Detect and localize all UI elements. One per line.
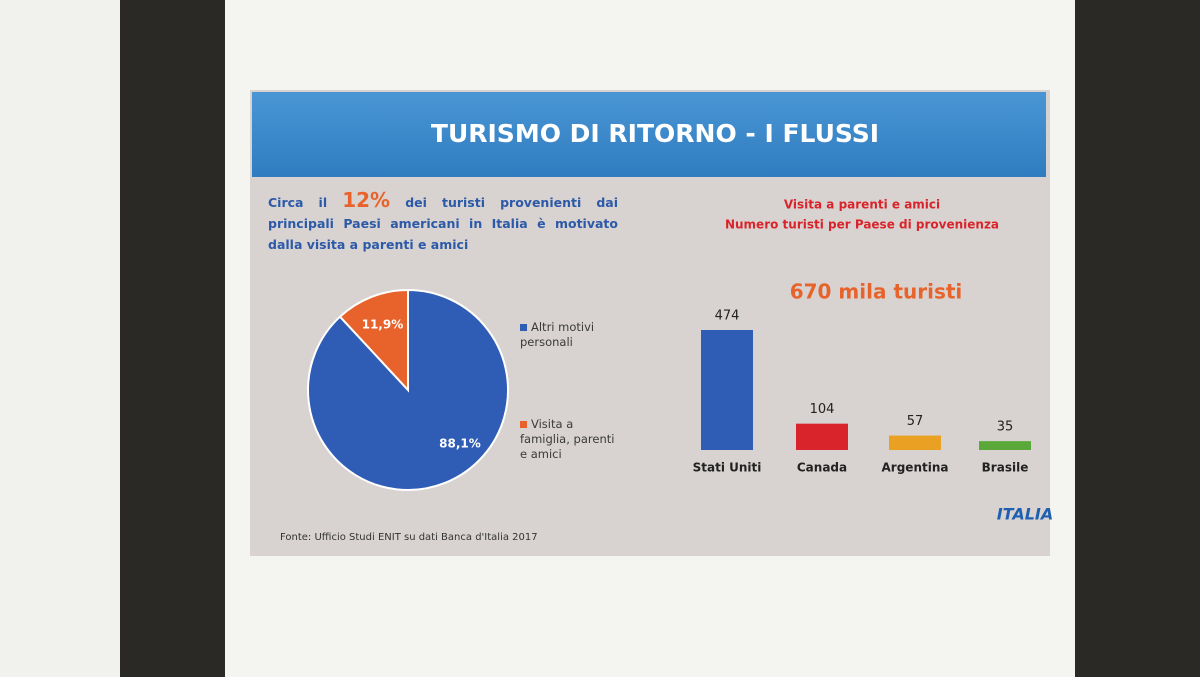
bar-value: 35 bbox=[997, 420, 1014, 435]
legend-label: Altri motivi personali bbox=[520, 320, 595, 349]
logo: ITALIA bbox=[997, 505, 1054, 524]
header-bar bbox=[252, 92, 1046, 177]
source: Fonte: Ufficio Studi ENIT su dati Banca … bbox=[280, 532, 538, 543]
x-tick-label: Stati Uniti bbox=[693, 461, 762, 475]
bar-value: 57 bbox=[907, 414, 924, 429]
bar bbox=[796, 423, 848, 450]
intro-highlight: 12% bbox=[342, 188, 391, 212]
pie-slice bbox=[338, 288, 409, 393]
pie-label: 11,9% bbox=[362, 317, 404, 331]
slide-title: TURISMO DI RITORNO - I FLUSSI bbox=[431, 119, 879, 148]
annotation: 670 mila turisti bbox=[790, 280, 963, 304]
intro-text: Circa il 12% dei turisti provenienti dai… bbox=[268, 190, 618, 255]
bar bbox=[701, 330, 753, 450]
bar bbox=[979, 441, 1031, 450]
x-tick-label: Argentina bbox=[882, 461, 949, 475]
bar bbox=[889, 435, 941, 450]
intro-before: Circa il bbox=[268, 195, 328, 210]
bar-value: 104 bbox=[810, 402, 835, 417]
legend-label: Visita a famiglia, parenti e amici bbox=[520, 417, 615, 461]
legend-swatch bbox=[520, 421, 527, 428]
bar-subtitle: Numero turisti per Paese di provenienza bbox=[725, 218, 999, 232]
intro-after: dei turisti provenienti dai principali P… bbox=[268, 195, 618, 252]
bar-title: Visita a parenti e amici bbox=[784, 198, 940, 212]
legend-entry: Altri motivi personali bbox=[520, 320, 625, 350]
legend-entry: Visita a famiglia, parenti e amici bbox=[520, 417, 625, 462]
paper-stack bbox=[0, 0, 120, 677]
legend-swatch bbox=[520, 324, 527, 331]
x-tick-label: Canada bbox=[797, 461, 847, 475]
pie-label: 88,1% bbox=[439, 437, 481, 451]
x-tick-label: Brasile bbox=[982, 461, 1029, 475]
bar-value: 474 bbox=[715, 309, 740, 324]
